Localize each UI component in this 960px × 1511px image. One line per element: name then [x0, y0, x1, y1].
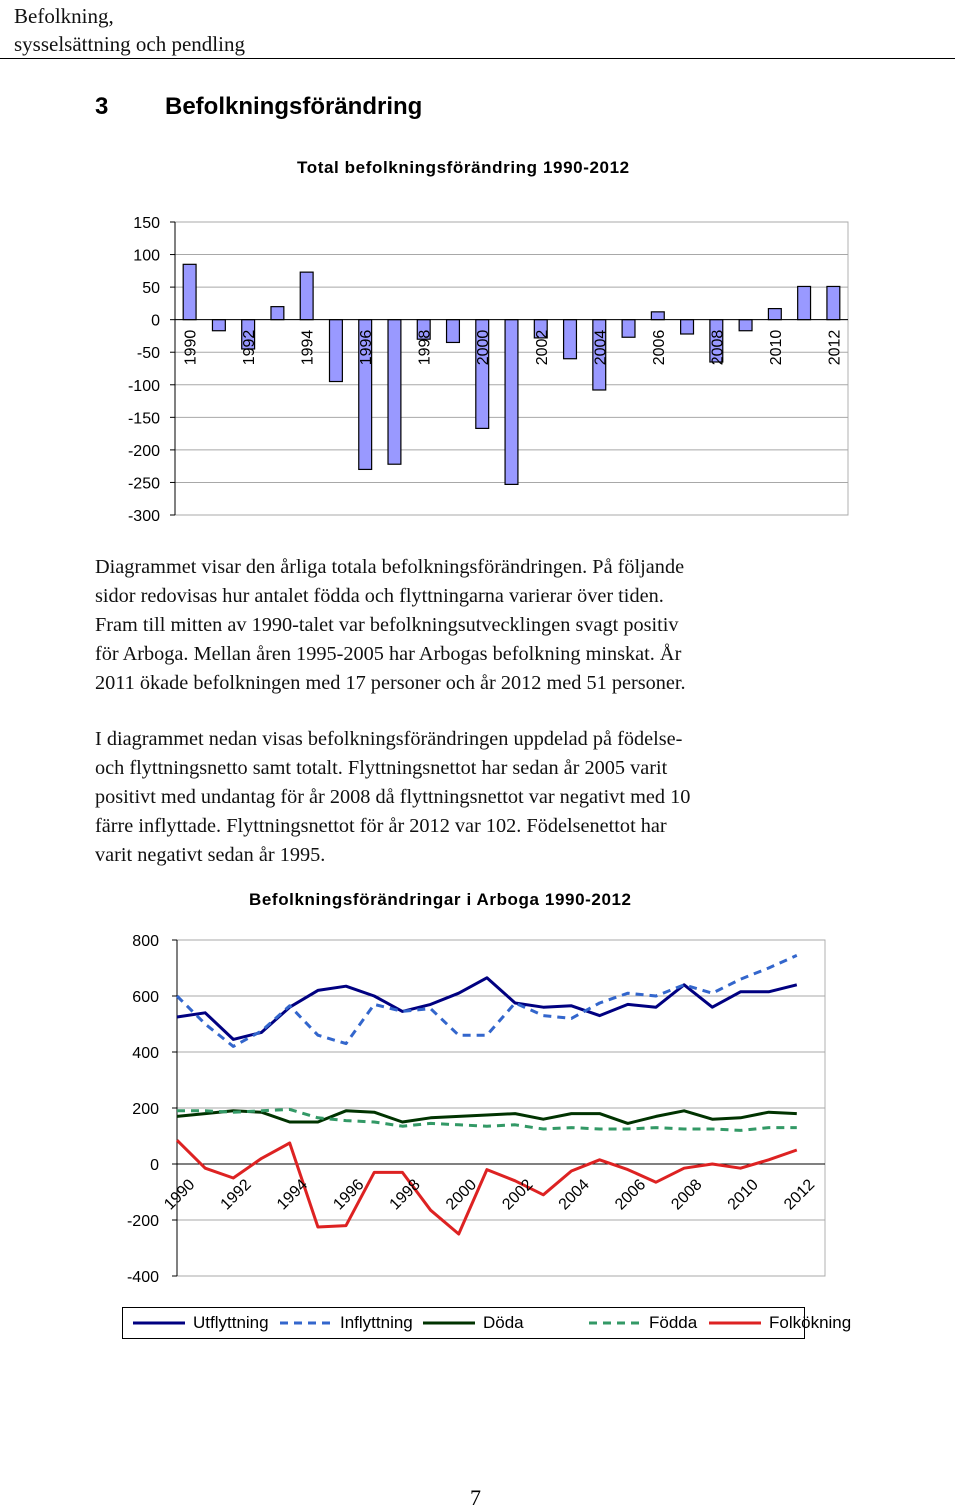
- y-tick-label: 0: [150, 1157, 159, 1174]
- bar-1990: [182, 263, 197, 321]
- y-tick-label: 150: [133, 215, 160, 232]
- page-number: 7: [470, 1485, 481, 1510]
- header-line-1: Befolkning,: [14, 4, 114, 28]
- y-tick-label: -200: [127, 1213, 159, 1230]
- y-tick-label: 400: [132, 1045, 159, 1062]
- legend-label: Födda: [649, 1313, 698, 1332]
- y-tick-label: -300: [128, 508, 160, 525]
- paragraph-2-line: varit negativt sedan år 1995.: [95, 844, 326, 866]
- header-title: Befolkning, sysselsättning och pendling: [14, 2, 245, 58]
- x-tick-label: 2006: [651, 330, 668, 366]
- series-line-inflyttning: [175, 954, 798, 1048]
- legend-swatch: [133, 1321, 185, 1325]
- page-header: Befolkning, sysselsättning och pendling: [0, 0, 955, 59]
- x-tick-label: 2000: [475, 330, 492, 366]
- legend-swatch: [709, 1321, 761, 1325]
- legend-swatch: [280, 1321, 332, 1325]
- bar-2006: [650, 311, 665, 321]
- bar-1993: [270, 306, 285, 321]
- legend-swatch: [589, 1321, 641, 1325]
- x-tick-label: 2008: [709, 330, 726, 366]
- x-tick-label: 2012: [826, 330, 843, 366]
- x-tick-label: 1998: [417, 330, 434, 366]
- paragraph-1-line: 2011 ökade befolkningen med 17 personer …: [95, 672, 686, 694]
- x-tick-label: 1996: [358, 330, 375, 366]
- x-tick-label: 2004: [592, 330, 609, 366]
- paragraph-1-line: sidor redovisas hur antalet födda och fl…: [95, 585, 664, 607]
- x-tick-label: 2002: [534, 330, 551, 366]
- legend-swatch: [423, 1321, 475, 1325]
- y-tick-label: 0: [151, 313, 160, 330]
- legend-label: Döda: [483, 1313, 524, 1332]
- y-tick-label: -250: [128, 475, 160, 492]
- bar-1997: [387, 319, 402, 465]
- x-tick-label: 2010: [725, 1176, 762, 1213]
- bar-2009: [738, 319, 753, 332]
- bar-2012: [826, 285, 841, 321]
- x-tick-label: 2004: [556, 1176, 593, 1213]
- paragraph-1-line: Diagrammet visar den årliga totala befol…: [95, 556, 685, 578]
- bar-chart-total-change: 150 100 50 0 -50 -100 -150 -200 -250 -300 1990 1992…: [128, 215, 849, 525]
- y-tick-label: 600: [132, 989, 159, 1006]
- legend-label: Inflyttning: [340, 1313, 413, 1332]
- x-tick-label: 2012: [781, 1176, 818, 1213]
- section-title: 3 Befolkningsförändring: [95, 93, 422, 121]
- series-line-döda: [176, 1109, 797, 1125]
- x-tick-label: 2008: [668, 1176, 705, 1213]
- y-tick-label: -150: [128, 410, 160, 427]
- paragraph-2-line: färre inflyttade. Flyttningsnettot för å…: [95, 815, 667, 837]
- paragraph-1-line: Fram till mitten av 1990-talet var befol…: [95, 614, 679, 636]
- legend-label: Folkökning: [769, 1313, 852, 1332]
- section-number: 3: [95, 93, 109, 120]
- x-tick-label: 1990: [161, 1176, 198, 1213]
- y-tick-label: 800: [132, 933, 159, 950]
- y-tick-label: -400: [127, 1269, 159, 1286]
- y-tick-label: -200: [128, 443, 160, 460]
- header-line-2: sysselsättning och pendling: [14, 32, 245, 56]
- bar-2001: [504, 319, 519, 485]
- bar-2010: [767, 307, 782, 321]
- chart2-title: Befolkningsförändringar i Arboga 1990-20…: [249, 890, 632, 909]
- bar-1994: [299, 271, 314, 321]
- y-tick-label: 200: [132, 1101, 159, 1118]
- bar-1999: [445, 319, 461, 344]
- bar-2005: [621, 319, 636, 338]
- legend-label: Utflyttning: [193, 1313, 269, 1332]
- chart1-title: Total befolkningsförändring 1990-2012: [297, 158, 630, 177]
- paragraph-2: I diagrammet nedan visas befolkningsförä…: [95, 725, 855, 870]
- y-tick-label: 100: [133, 248, 160, 265]
- paragraph-2-line: och flyttningsnetto samt totalt. Flyttni…: [95, 757, 668, 779]
- bar-2011: [797, 285, 812, 321]
- series-line-utflyttning: [176, 976, 798, 1041]
- x-tick-label: 1990: [183, 330, 200, 366]
- y-tick-label: -100: [128, 378, 160, 395]
- bar-2003: [562, 319, 578, 360]
- paragraph-1-line: för Arboga. Mellan åren 1995-2005 har Ar…: [95, 643, 682, 665]
- section-heading: Befolkningsförändring: [165, 93, 423, 120]
- x-tick-label: 1992: [218, 1176, 255, 1213]
- y-tick-label: -50: [137, 345, 160, 362]
- paragraph-1: Diagrammet visar den årliga totala befol…: [95, 553, 855, 698]
- y-tick-label: 50: [142, 280, 160, 297]
- x-tick-label: 1994: [300, 330, 317, 366]
- series-line-födda: [177, 1107, 797, 1132]
- x-tick-label: 2002: [499, 1176, 536, 1213]
- paragraph-2-line: I diagrammet nedan visas befolkningsförä…: [95, 728, 683, 750]
- x-tick-label: 2006: [612, 1176, 649, 1213]
- bar-1995: [328, 319, 343, 383]
- bar-1991: [211, 319, 226, 332]
- x-tick-label: 2010: [768, 330, 785, 366]
- x-tick-label: 1992: [241, 330, 258, 366]
- series-line-folkökning: [175, 1139, 798, 1236]
- chart2-legend: Utflyttning Inflyttning Döda Födda Folköknin…: [122, 1307, 851, 1339]
- paragraph-2-line: positivt med undantag för år 2008 då fly…: [95, 786, 691, 808]
- bar-2007: [680, 319, 695, 335]
